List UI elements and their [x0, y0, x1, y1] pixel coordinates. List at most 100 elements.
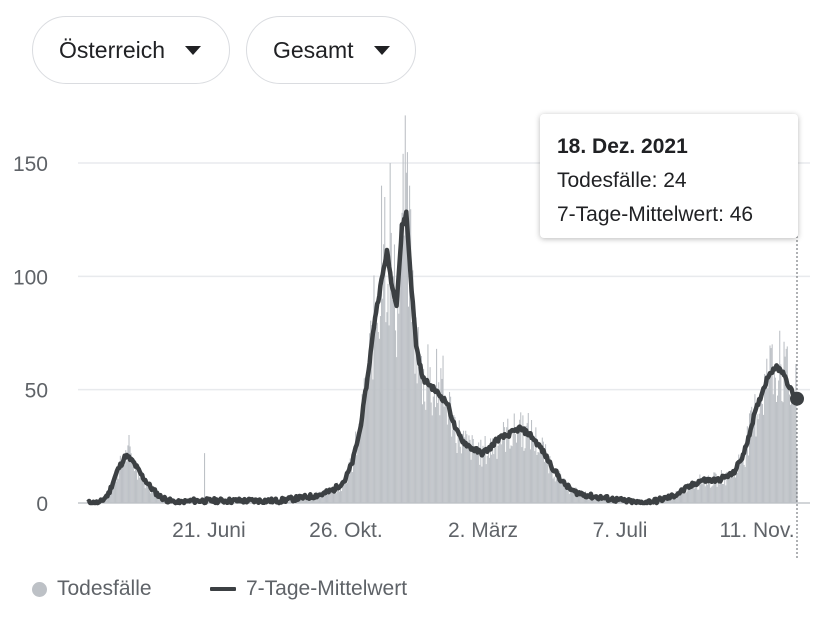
death-bar: [113, 478, 115, 503]
death-bar: [402, 153, 404, 503]
death-bar: [396, 357, 398, 503]
death-bar: [466, 434, 468, 503]
death-bar: [567, 488, 569, 503]
death-bar: [577, 492, 579, 503]
death-bar: [551, 470, 553, 503]
death-bar: [686, 491, 688, 503]
death-bar: [568, 493, 570, 503]
death-bar: [748, 413, 751, 503]
death-bar: [364, 377, 366, 503]
death-bar: [429, 367, 431, 503]
death-bar: [541, 437, 543, 503]
death-bar: [343, 481, 345, 503]
death-bar: [536, 454, 538, 503]
death-bar: [399, 224, 401, 503]
legend-item-average[interactable]: 7-Tage-Mittelwert: [210, 574, 407, 604]
death-bar: [332, 490, 334, 503]
death-bar: [134, 460, 137, 503]
death-bar: [528, 439, 530, 503]
death-bar: [486, 456, 488, 503]
country-dropdown[interactable]: Österreich: [32, 16, 230, 84]
death-bar: [545, 444, 547, 503]
death-bar: [409, 185, 411, 503]
death-bar: [738, 454, 740, 503]
death-bar: [346, 482, 348, 503]
death-bar: [446, 424, 448, 503]
death-bar: [679, 489, 681, 503]
death-bar: [345, 483, 347, 503]
death-bar: [523, 450, 525, 503]
legend-average-label: 7-Tage-Mittelwert: [246, 577, 408, 600]
death-bar: [728, 476, 730, 503]
death-bar: [372, 379, 374, 503]
deaths-chart[interactable]: 0 50 100 150 21. Juni 26. Okt. 2. März 7. Juli 1…: [0, 0, 828, 560]
death-bar: [569, 490, 571, 503]
death-bar: [487, 447, 489, 503]
death-bar: [336, 482, 338, 503]
death-bar: [288, 501, 290, 503]
death-bar: [323, 492, 325, 503]
death-bar: [591, 498, 593, 503]
death-bar: [482, 445, 484, 503]
death-bar: [377, 332, 379, 503]
death-bar: [427, 344, 429, 503]
death-bar: [496, 458, 498, 503]
chart-tooltip: 18. Dez. 2021 Todesfälle: 24 7-Tage-Mitt…: [540, 114, 798, 238]
death-bar: [136, 470, 138, 503]
death-bar: [740, 460, 742, 503]
death-bar: [510, 445, 512, 503]
death-bar: [696, 484, 698, 503]
death-bar: [779, 330, 781, 503]
death-bar: [793, 404, 795, 503]
death-bar: [331, 490, 333, 503]
death-bar: [761, 403, 764, 503]
death-bar: [699, 474, 701, 503]
legend-dot-icon: [32, 581, 47, 597]
death-bar: [689, 487, 691, 503]
death-bar: [750, 410, 752, 503]
death-bar: [361, 394, 363, 503]
death-bar: [535, 427, 537, 503]
death-bar: [412, 270, 414, 503]
death-bar: [393, 244, 396, 503]
death-bar: [715, 473, 717, 503]
death-bar: [564, 479, 566, 503]
death-bar: [534, 451, 536, 503]
death-bar: [734, 477, 737, 503]
legend-item-deaths[interactable]: Todesfälle: [32, 574, 152, 604]
death-bar: [379, 316, 381, 503]
death-bar: [465, 430, 467, 503]
death-bar: [410, 209, 412, 504]
death-bar: [426, 385, 428, 503]
death-bar: [392, 276, 394, 503]
death-bar: [785, 348, 787, 503]
death-bar: [588, 499, 590, 503]
death-bar: [371, 325, 373, 503]
death-bar: [121, 461, 124, 503]
death-bar: [157, 495, 159, 503]
death-bar: [580, 491, 582, 503]
death-bar: [374, 320, 376, 503]
death-bar: [617, 502, 619, 503]
metric-dropdown[interactable]: Gesamt: [246, 16, 416, 84]
death-bar: [150, 493, 152, 503]
death-bar: [529, 449, 531, 503]
death-bar: [553, 476, 555, 503]
x-tick-label: 26. Okt.: [309, 519, 383, 542]
death-bar: [764, 373, 766, 503]
death-bar: [771, 344, 773, 503]
death-bar: [319, 491, 321, 503]
death-bar: [538, 452, 540, 503]
death-bar: [419, 354, 421, 503]
death-bar: [368, 365, 370, 503]
death-bar: [428, 380, 430, 503]
death-bar: [369, 333, 371, 503]
death-bar: [417, 327, 419, 503]
death-bar: [727, 476, 729, 503]
death-bar: [333, 488, 335, 503]
death-bar: [362, 419, 364, 503]
death-bar: [451, 436, 453, 503]
death-bar: [105, 497, 107, 503]
death-bar: [713, 472, 715, 503]
death-bar: [489, 438, 492, 503]
